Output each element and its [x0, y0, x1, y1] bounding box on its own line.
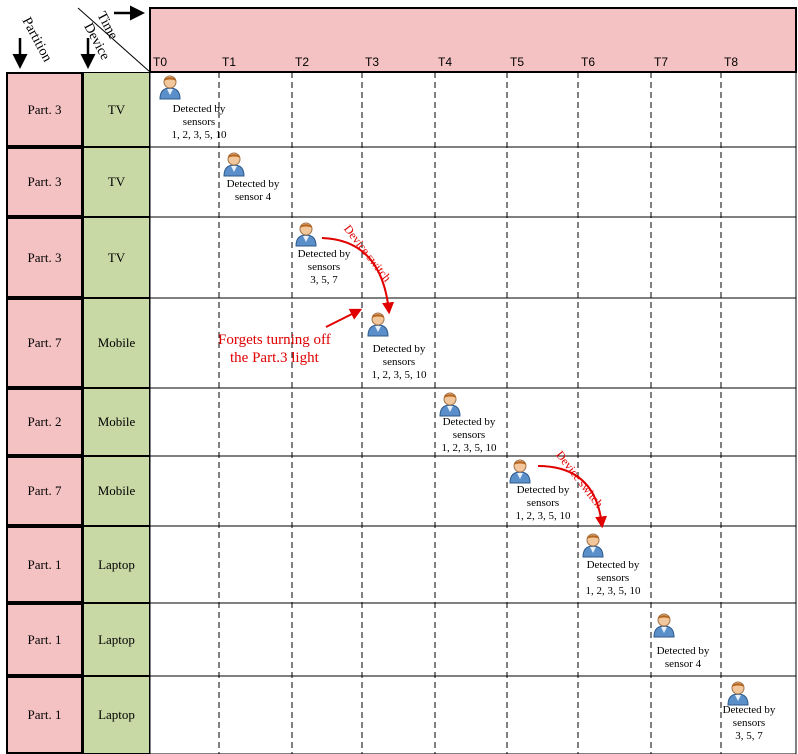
detection-caption-line: Detected by: [722, 704, 776, 716]
detection-caption-line: sensors: [307, 261, 341, 273]
time-tick-t5: T5: [510, 55, 525, 69]
detection-caption-line: sensors: [182, 116, 216, 128]
person-icon: [727, 681, 749, 706]
person-icon: [582, 533, 604, 558]
detection-caption: Detected by sensors 1, 2, 3, 5, 10: [516, 484, 571, 523]
device-switch-arrow-2: [537, 465, 608, 529]
detection-caption-line: Detected by: [172, 103, 226, 115]
detection-caption-line: sensors: [382, 356, 416, 368]
detection-caption-line: Detected by: [372, 343, 426, 355]
time-tick-t1: T1: [222, 55, 237, 69]
detection-caption: Detected by sensor 4: [657, 645, 710, 671]
detection-caption-line: 1, 2, 3, 5, 10: [515, 510, 571, 522]
device-cell: Laptop: [83, 526, 150, 603]
time-tick-t6: T6: [581, 55, 596, 69]
partition-cell: Part. 3: [6, 147, 83, 217]
detection-caption: Detected by sensors 1, 2, 3, 5, 10: [442, 416, 497, 455]
partition-cell: Part. 3: [6, 72, 83, 147]
partition-cell: Part. 3: [6, 217, 83, 298]
time-tick-t4: T4: [438, 55, 453, 69]
detection-caption: Detected by sensors 3, 5, 7: [723, 704, 776, 743]
person-icon: [367, 312, 389, 337]
person-icon: [439, 392, 461, 417]
forgot-light-note: Forgets turning off the Part.3 light: [218, 331, 331, 367]
time-header-band: [149, 7, 797, 73]
device-cell: Mobile: [83, 298, 150, 388]
partition-cell: Part. 2: [6, 388, 83, 456]
detection-caption-line: 3, 5, 7: [735, 730, 763, 742]
partition-cell: Part. 1: [6, 526, 83, 603]
forgot-arrow: [325, 308, 363, 328]
device-cell: Laptop: [83, 603, 150, 676]
partition-cell: Part. 1: [6, 603, 83, 676]
detection-caption-line: Detected by: [442, 416, 496, 428]
device-switch-arrow-1: [321, 237, 395, 315]
detection-caption-line: Detected by: [297, 248, 351, 260]
header-diagonal: [77, 7, 151, 73]
person-icon: [509, 459, 531, 484]
detection-caption: Detected by sensors 1, 2, 3, 5, 10: [172, 103, 227, 142]
device-cell: TV: [83, 217, 150, 298]
detection-caption-line: sensors: [452, 429, 486, 441]
forgot-light-note-line: the Part.3 light: [230, 350, 319, 366]
partition-cell: Part. 7: [6, 456, 83, 526]
detection-caption: Detected by sensor 4: [227, 178, 280, 204]
time-tick-t0: T0: [153, 55, 168, 69]
detection-caption: Detected by sensors 1, 2, 3, 5, 10: [372, 343, 427, 382]
partition-cell: Part. 1: [6, 676, 83, 754]
device-cell: Laptop: [83, 676, 150, 754]
detection-caption-line: 1, 2, 3, 5, 10: [585, 585, 641, 597]
detection-caption-line: 3, 5, 7: [310, 274, 338, 286]
partition-cell: Part. 7: [6, 298, 83, 388]
detection-caption: Detected by sensors 1, 2, 3, 5, 10: [586, 559, 641, 598]
person-icon: [223, 152, 245, 177]
device-cell: Mobile: [83, 456, 150, 526]
time-tick-t3: T3: [365, 55, 380, 69]
detection-caption-line: 1, 2, 3, 5, 10: [441, 442, 497, 454]
detection-caption: Detected by sensors 3, 5, 7: [298, 248, 351, 287]
detection-caption-line: 1, 2, 3, 5, 10: [371, 369, 427, 381]
time-tick-t2: T2: [295, 55, 310, 69]
time-tick-t8: T8: [724, 55, 739, 69]
person-icon: [653, 613, 675, 638]
detection-caption-line: sensor 4: [664, 658, 702, 670]
device-cell: TV: [83, 147, 150, 217]
detection-caption-line: sensors: [526, 497, 560, 509]
detection-caption-line: Detected by: [586, 559, 640, 571]
person-icon: [295, 222, 317, 247]
detection-caption-line: sensors: [732, 717, 766, 729]
detection-caption-line: 1, 2, 3, 5, 10: [171, 129, 227, 141]
forgot-light-note-line: Forgets turning off: [218, 332, 331, 348]
person-icon: [159, 75, 181, 100]
detection-caption-line: Detected by: [226, 178, 280, 190]
detection-caption-line: Detected by: [656, 645, 710, 657]
detection-caption-line: sensors: [596, 572, 630, 584]
device-cell: TV: [83, 72, 150, 147]
device-cell: Mobile: [83, 388, 150, 456]
detection-caption-line: sensor 4: [234, 191, 272, 203]
time-tick-t7: T7: [654, 55, 669, 69]
detection-caption-line: Detected by: [516, 484, 570, 496]
